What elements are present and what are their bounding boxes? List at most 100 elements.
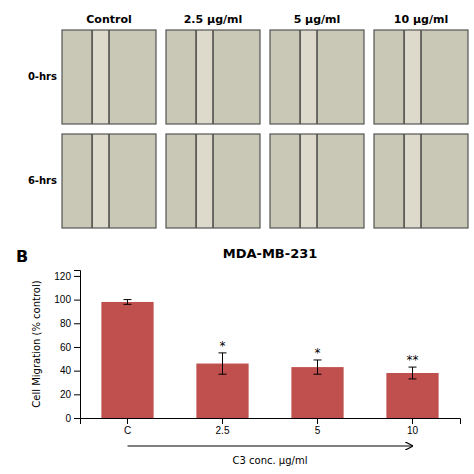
- error-stem: [127, 300, 128, 305]
- image-edge-line: [108, 134, 109, 228]
- image-edge-line: [91, 134, 92, 228]
- y-tick: 100: [54, 294, 80, 305]
- tick-label: 40: [60, 365, 72, 376]
- panel-label: B: [16, 247, 28, 266]
- tick-mark: [74, 371, 80, 372]
- image-background: [270, 30, 364, 124]
- tick-mark: [74, 276, 80, 277]
- image-edge-line: [316, 134, 317, 228]
- error-stem: [412, 367, 413, 379]
- image-placeholder: [270, 30, 364, 124]
- y-tick: 40: [60, 365, 80, 376]
- tick-mark: [222, 418, 223, 424]
- error-bar: [219, 353, 227, 374]
- image-gap: [300, 134, 317, 228]
- column-label: 2.5 μg/ml: [184, 13, 243, 26]
- x-axis-arrow: [128, 445, 413, 446]
- image-edge-line: [403, 134, 404, 228]
- tick-mark: [412, 418, 413, 424]
- tick-label: 5: [315, 425, 321, 436]
- image-edge-line: [91, 30, 92, 124]
- error-cap: [314, 374, 322, 375]
- tick-label: 80: [60, 318, 72, 329]
- image-edge-line: [108, 30, 109, 124]
- y-tick: 60: [60, 342, 80, 353]
- x-tick: C: [124, 418, 131, 436]
- image-gap: [196, 30, 213, 124]
- y-tick: 0: [65, 413, 80, 424]
- image-edge-line: [420, 30, 421, 124]
- tick-label: C: [124, 425, 131, 436]
- tick-mark: [127, 418, 128, 424]
- image-edge-line: [195, 134, 196, 228]
- image-gap: [196, 134, 213, 228]
- bar: [386, 373, 438, 418]
- image-edge-line: [212, 30, 213, 124]
- tick-mark: [74, 394, 80, 395]
- row-label: 0-hrs: [28, 71, 57, 82]
- error-cap: [219, 374, 227, 375]
- image-border: [374, 134, 468, 228]
- tick-mark: [74, 300, 80, 301]
- tick-label: 120: [54, 271, 71, 282]
- bar: [101, 302, 153, 418]
- significance-label: *: [220, 339, 226, 353]
- image-gap: [404, 30, 421, 124]
- image-placeholder: [62, 134, 156, 228]
- image-background: [62, 30, 156, 124]
- image-gap: [92, 30, 109, 124]
- significance-labels: ****: [220, 339, 419, 367]
- image-background: [166, 30, 260, 124]
- image-edge-line: [403, 30, 404, 124]
- tick-label: 60: [60, 342, 72, 353]
- plot-marks: [101, 300, 438, 418]
- figure: Control2.5 μg/ml5 μg/ml10 μg/ml0-hrs6-hr…: [0, 0, 474, 474]
- error-stem: [317, 360, 318, 374]
- tick-mark: [74, 418, 80, 419]
- error-cap: [409, 378, 417, 379]
- tick-label: 20: [60, 389, 72, 400]
- image-border: [166, 30, 260, 124]
- y-tick: 120: [54, 271, 80, 282]
- tick-label: 100: [54, 294, 71, 305]
- image-background: [374, 30, 468, 124]
- axis-line: [81, 419, 461, 425]
- image-border: [62, 134, 156, 228]
- x-tick: 5: [315, 418, 321, 436]
- y-tick: 80: [60, 318, 80, 329]
- image-placeholder: [166, 30, 260, 124]
- error-bar: [124, 300, 132, 305]
- image-edge-line: [299, 30, 300, 124]
- column-label: 10 μg/ml: [394, 13, 448, 26]
- image-gap: [300, 30, 317, 124]
- image-edge-line: [299, 134, 300, 228]
- image-grid: [62, 30, 468, 228]
- x-tick: 10: [407, 418, 419, 436]
- tick-label: 0: [65, 413, 71, 424]
- tick-label: 10: [407, 425, 419, 436]
- y-tick: 20: [60, 389, 80, 400]
- image-gap: [404, 134, 421, 228]
- x-axis-title: C3 conc. μg/ml: [233, 455, 308, 466]
- tick-mark: [74, 347, 80, 348]
- error-bar: [409, 367, 417, 379]
- image-background: [166, 134, 260, 228]
- error-bar: [314, 360, 322, 374]
- image-placeholder: [270, 134, 364, 228]
- image-placeholder: [62, 30, 156, 124]
- chart-title: MDA-MB-231: [223, 246, 318, 261]
- error-stem: [222, 353, 223, 374]
- image-edge-line: [420, 134, 421, 228]
- image-border: [270, 134, 364, 228]
- image-background: [62, 134, 156, 228]
- image-border: [62, 30, 156, 124]
- bar: [291, 367, 343, 418]
- image-background: [374, 134, 468, 228]
- x-axis: C2.5510: [81, 418, 461, 436]
- error-cap: [124, 304, 132, 305]
- image-edge-line: [212, 134, 213, 228]
- significance-label: *: [315, 346, 321, 360]
- y-axis: 0 20 40 60 80 100 120: [54, 271, 80, 424]
- image-placeholder: [374, 30, 468, 124]
- tick-mark: [74, 323, 80, 324]
